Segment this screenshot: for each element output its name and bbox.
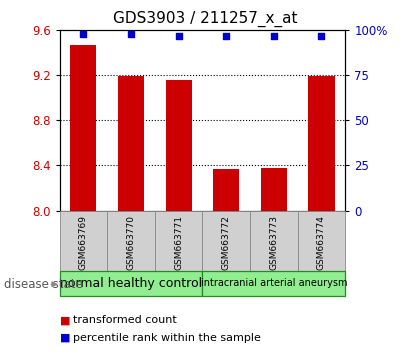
Point xyxy=(223,33,229,38)
Bar xyxy=(308,76,335,211)
Bar xyxy=(60,211,107,271)
Point xyxy=(128,31,134,36)
Bar xyxy=(60,271,202,296)
Point xyxy=(270,33,277,38)
Text: GSM663773: GSM663773 xyxy=(269,216,278,270)
Text: GSM663771: GSM663771 xyxy=(174,216,183,270)
Point xyxy=(175,33,182,38)
Bar xyxy=(166,80,192,211)
Text: transformed count: transformed count xyxy=(73,315,177,325)
Bar xyxy=(261,168,287,211)
Text: normal healthy control: normal healthy control xyxy=(60,277,202,290)
Text: disease state: disease state xyxy=(4,278,83,291)
Text: GSM663774: GSM663774 xyxy=(317,216,326,270)
Bar xyxy=(155,211,202,271)
Point xyxy=(80,31,87,36)
Text: GSM663769: GSM663769 xyxy=(79,216,88,270)
Text: GSM663770: GSM663770 xyxy=(127,216,136,270)
Bar xyxy=(107,211,155,271)
Text: intracranial arterial aneurysm: intracranial arterial aneurysm xyxy=(201,278,347,288)
Bar xyxy=(118,76,144,211)
Bar xyxy=(202,211,250,271)
Text: percentile rank within the sample: percentile rank within the sample xyxy=(73,333,261,343)
Text: ■: ■ xyxy=(60,333,70,343)
Bar xyxy=(213,169,239,211)
Bar xyxy=(250,211,298,271)
Bar xyxy=(202,271,345,296)
Text: ■: ■ xyxy=(60,315,70,325)
Text: GSM663772: GSM663772 xyxy=(222,216,231,270)
Bar xyxy=(70,45,97,211)
Point xyxy=(318,33,325,38)
Bar xyxy=(298,211,345,271)
Text: GDS3903 / 211257_x_at: GDS3903 / 211257_x_at xyxy=(113,11,298,27)
